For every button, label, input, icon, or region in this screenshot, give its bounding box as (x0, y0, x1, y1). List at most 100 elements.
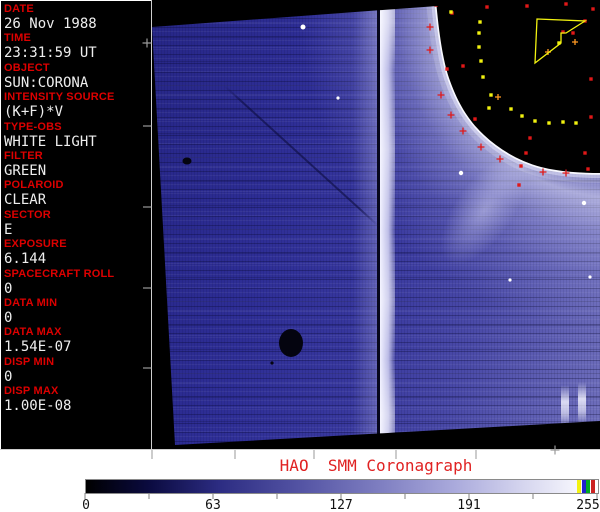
meta-value: 0 (4, 280, 13, 297)
dark-spot (270, 361, 274, 365)
red-dot-marker (434, 3, 438, 7)
yellow-dot-marker (533, 119, 537, 123)
meta-value: 23:31:59 UT (4, 45, 97, 62)
meta-row-filter: FILTER GREEN (4, 150, 151, 179)
yellow-dot-marker (520, 114, 524, 118)
red-dot-marker (589, 115, 593, 119)
meta-row-type-obs: TYPE-OBS WHITE LIGHT (4, 121, 151, 150)
meta-label: FILTER (4, 149, 43, 162)
white-speck (508, 278, 512, 282)
yellow-dot-marker (477, 45, 481, 49)
red-cross-marker (437, 91, 445, 99)
fiducial-markers-overlay (182, 2, 595, 365)
red-cross-marker (426, 46, 434, 54)
meta-label: POLAROID (4, 179, 64, 192)
yellow-dot-marker (561, 120, 565, 124)
red-cross-marker (477, 143, 485, 151)
meta-label: EXPOSURE (4, 238, 67, 251)
red-dot-marker (564, 2, 568, 6)
colorbar-label-0: 0 (82, 498, 90, 512)
meta-value: WHITE LIGHT (4, 133, 97, 150)
red-dot-marker (524, 151, 528, 155)
yellow-dot-marker (479, 59, 483, 63)
red-dot-marker (586, 167, 590, 171)
meta-value: E (4, 221, 13, 238)
meta-row-exposure: EXPOSURE 6.144 (4, 238, 151, 267)
red-dot-marker (485, 5, 489, 9)
yellow-dot-marker (489, 93, 493, 97)
meta-label: TYPE-OBS (4, 120, 62, 133)
dark-spot (182, 157, 192, 165)
meta-label: DATE (4, 3, 34, 15)
red-dot-marker (561, 30, 565, 34)
meta-row-spacecraft-roll: SPACECRAFT ROLL 0 (4, 268, 151, 297)
yellow-dot-marker (547, 121, 551, 125)
yellow-dot-marker (478, 20, 482, 24)
coronagraph-image-display[interactable] (152, 0, 600, 450)
meta-value: 1.00E-08 (4, 398, 72, 415)
meta-label: SECTOR (4, 208, 51, 221)
meta-row-polaroid: POLAROID CLEAR (4, 179, 151, 208)
red-cross-marker (447, 111, 455, 119)
meta-label: INTENSITY SOURCE (4, 91, 115, 104)
meta-value: 6.144 (4, 251, 47, 268)
red-cross-marker (426, 23, 434, 31)
red-dot-marker (445, 67, 449, 71)
red-cross-marker (496, 155, 504, 163)
orange-cross-marker (495, 94, 501, 100)
pylon-shadow-line (377, 0, 380, 445)
meta-row-data-min: DATA MIN 0 (4, 297, 151, 326)
meta-value: 1.54E-07 (4, 339, 72, 356)
red-dot-marker (528, 136, 532, 140)
yellow-dot-marker (477, 31, 481, 35)
image-title: HAO SMM Coronagraph (279, 456, 473, 475)
red-dot-marker (591, 7, 595, 11)
yellow-dot-marker (449, 10, 453, 14)
colorbar-label-127: 127 (329, 498, 353, 512)
yellow-dot-marker (487, 106, 491, 110)
image-data-quad (152, 0, 600, 445)
meta-label: DISP MAX (4, 385, 59, 398)
white-speck (336, 96, 340, 100)
colorbar-end-stripe (590, 480, 595, 493)
colorbar-end-stripe (586, 480, 590, 493)
meta-row-disp-max: DISP MAX 1.00E-08 (4, 385, 151, 414)
meta-label: TIME (4, 32, 32, 45)
colorbar-label-191: 191 (457, 498, 481, 512)
left-axis-line (151, 0, 152, 450)
meta-value: 0 (4, 368, 13, 385)
yellow-dot-marker (481, 75, 485, 79)
colorbar-label-63: 63 (205, 498, 221, 512)
yellow-dot-marker (574, 121, 578, 125)
meta-value: GREEN (4, 162, 47, 179)
white-speck (458, 170, 464, 176)
meta-label: DISP MIN (4, 355, 55, 368)
meta-row-time: TIME 23:31:59 UT (4, 32, 151, 61)
red-dot-marker (571, 31, 575, 35)
meta-row-date: DATE 26 Nov 1988 (4, 3, 151, 32)
red-dot-marker (473, 117, 477, 121)
meta-label: DATA MIN (4, 296, 58, 309)
white-speck (300, 24, 306, 30)
meta-value: 26 Nov 1988 (4, 16, 97, 32)
meta-value: (K+F)*V (4, 104, 64, 121)
top-edge-highlight (360, 3, 388, 7)
red-cross-marker (562, 169, 570, 177)
red-dot-marker (519, 164, 523, 168)
red-dot-marker (583, 151, 587, 155)
red-cross-marker (539, 168, 547, 176)
colorbar-end-stripe (577, 480, 581, 493)
meta-label: OBJECT (4, 61, 50, 74)
intensity-colorbar[interactable] (85, 479, 599, 494)
colorbar-label-255: 255 (576, 498, 600, 512)
white-speck (588, 275, 592, 279)
colorbar-end-stripe (581, 480, 586, 493)
red-dot-marker (589, 77, 593, 81)
meta-row-intensity-source: INTENSITY SOURCE (K+F)*V (4, 91, 151, 120)
yellow-dot-marker (509, 107, 513, 111)
pylon-brightness-variation (380, 0, 395, 445)
meta-label: SPACECRAFT ROLL (4, 267, 115, 280)
meta-value: CLEAR (4, 192, 47, 209)
meta-row-data-max: DATA MAX 1.54E-07 (4, 326, 151, 355)
bottom-axis-line (0, 449, 600, 450)
